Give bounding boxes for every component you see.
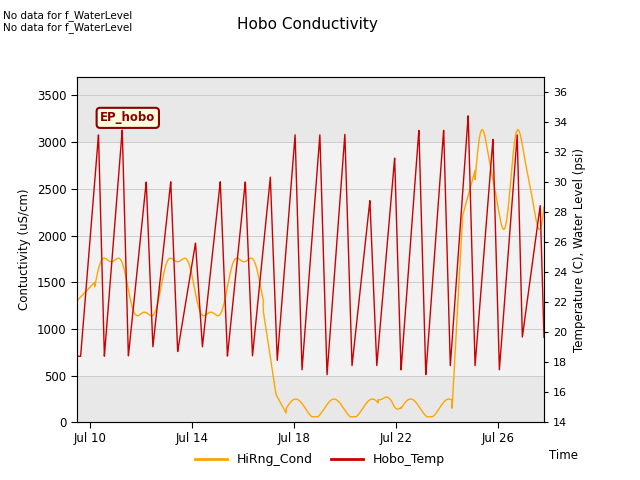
Text: No data for f_WaterLevel: No data for f_WaterLevel	[3, 22, 132, 33]
Text: Time: Time	[548, 449, 578, 462]
Y-axis label: Temperature (C), Water Level (psi): Temperature (C), Water Level (psi)	[573, 148, 586, 351]
Text: No data for f_WaterLevel: No data for f_WaterLevel	[3, 10, 132, 21]
Legend: HiRng_Cond, Hobo_Temp: HiRng_Cond, Hobo_Temp	[190, 448, 450, 471]
Bar	[77, 142, 544, 376]
Y-axis label: Contuctivity (uS/cm): Contuctivity (uS/cm)	[18, 189, 31, 311]
Text: EP_hobo: EP_hobo	[100, 111, 156, 124]
Text: Hobo Conductivity: Hobo Conductivity	[237, 17, 378, 32]
